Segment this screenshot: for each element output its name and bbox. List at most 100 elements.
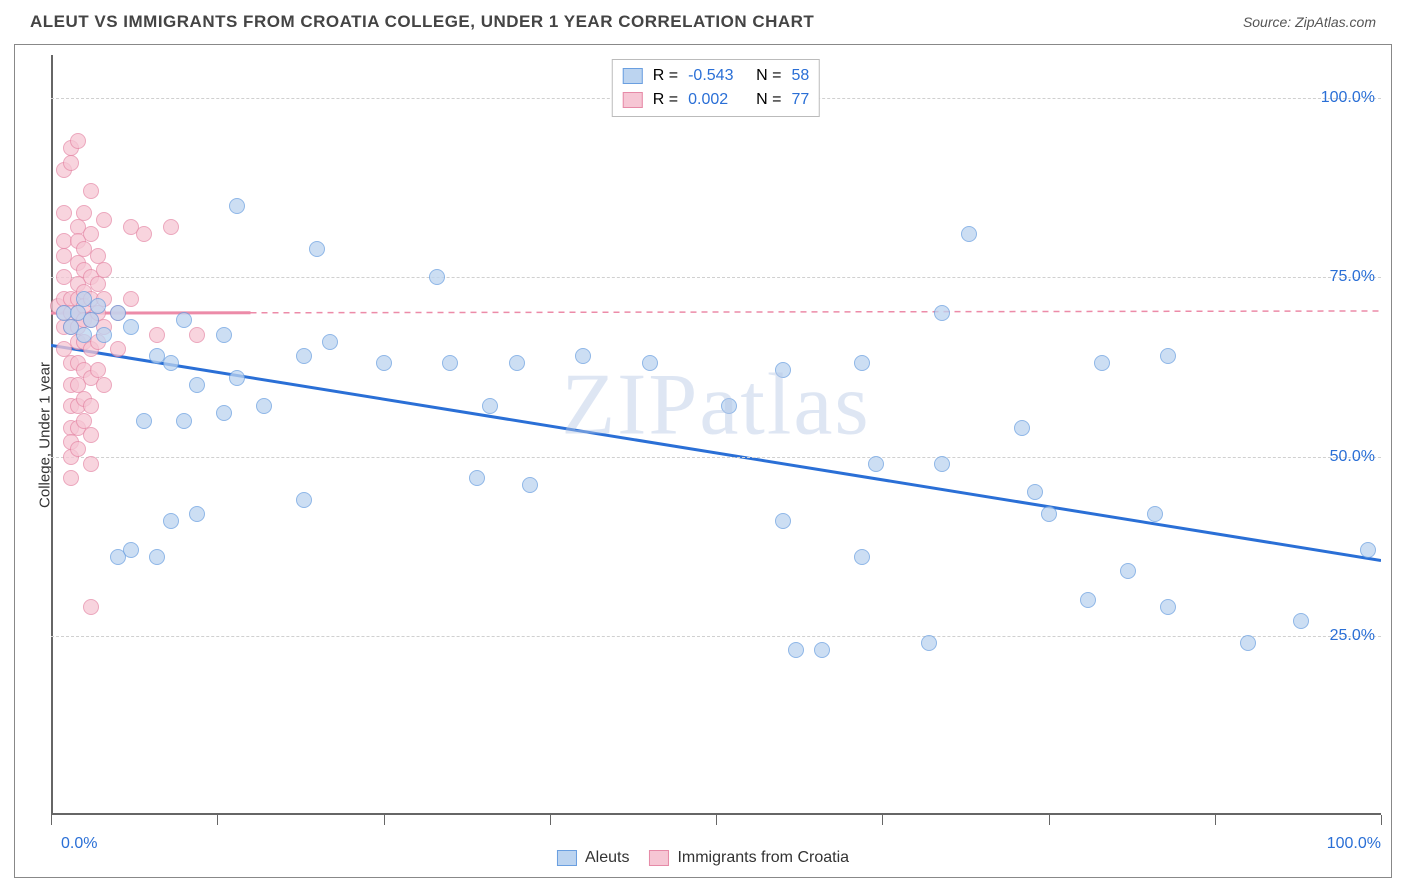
legend-item: Immigrants from Croatia bbox=[649, 849, 849, 867]
scatter-point bbox=[1160, 348, 1176, 364]
scatter-point bbox=[123, 542, 139, 558]
scatter-point bbox=[83, 456, 99, 472]
scatter-point bbox=[83, 226, 99, 242]
scatter-point bbox=[1360, 542, 1376, 558]
y-tick-label: 25.0% bbox=[1330, 627, 1375, 645]
scatter-point bbox=[189, 377, 205, 393]
legend-swatch bbox=[623, 92, 643, 108]
correlation-legend: R =-0.543N =58R =0.002N =77 bbox=[612, 59, 820, 117]
scatter-point bbox=[1080, 592, 1096, 608]
legend-label: Aleuts bbox=[585, 849, 629, 867]
x-tick bbox=[384, 815, 385, 825]
scatter-point bbox=[814, 642, 830, 658]
scatter-point bbox=[229, 198, 245, 214]
scatter-point bbox=[1041, 506, 1057, 522]
scatter-point bbox=[575, 348, 591, 364]
scatter-point bbox=[163, 513, 179, 529]
scatter-point bbox=[296, 492, 312, 508]
y-axis-line bbox=[51, 55, 53, 815]
scatter-point bbox=[322, 334, 338, 350]
y-tick-label: 50.0% bbox=[1330, 448, 1375, 466]
scatter-point bbox=[176, 312, 192, 328]
scatter-point bbox=[934, 456, 950, 472]
scatter-point bbox=[934, 305, 950, 321]
scatter-point bbox=[136, 413, 152, 429]
scatter-point bbox=[296, 348, 312, 364]
scatter-point bbox=[482, 398, 498, 414]
scatter-point bbox=[90, 298, 106, 314]
scatter-point bbox=[76, 327, 92, 343]
r-label: R = bbox=[653, 64, 678, 88]
scatter-point bbox=[83, 427, 99, 443]
scatter-point bbox=[83, 312, 99, 328]
scatter-point bbox=[229, 370, 245, 386]
legend-row: R =0.002N =77 bbox=[623, 88, 809, 112]
scatter-point bbox=[522, 477, 538, 493]
x-tick bbox=[716, 815, 717, 825]
r-value: 0.002 bbox=[688, 88, 746, 112]
scatter-point bbox=[309, 241, 325, 257]
scatter-point bbox=[642, 355, 658, 371]
scatter-point bbox=[1027, 484, 1043, 500]
n-value: 58 bbox=[791, 64, 809, 88]
scatter-point bbox=[216, 327, 232, 343]
scatter-point bbox=[1147, 506, 1163, 522]
x-tick bbox=[217, 815, 218, 825]
x-tick bbox=[882, 815, 883, 825]
scatter-point bbox=[96, 262, 112, 278]
watermark: ZIPatlas bbox=[561, 354, 870, 455]
scatter-point bbox=[83, 599, 99, 615]
chart-title: ALEUT VS IMMIGRANTS FROM CROATIA COLLEGE… bbox=[30, 12, 814, 32]
scatter-point bbox=[70, 441, 86, 457]
scatter-point bbox=[721, 398, 737, 414]
x-tick bbox=[51, 815, 52, 825]
scatter-point bbox=[123, 291, 139, 307]
scatter-point bbox=[1120, 563, 1136, 579]
scatter-point bbox=[961, 226, 977, 242]
series-legend: Aleuts Immigrants from Croatia bbox=[557, 849, 849, 867]
scatter-point bbox=[509, 355, 525, 371]
scatter-point bbox=[163, 219, 179, 235]
n-value: 77 bbox=[791, 88, 809, 112]
scatter-point bbox=[96, 212, 112, 228]
x-tick bbox=[1049, 815, 1050, 825]
gridline bbox=[51, 636, 1381, 637]
scatter-point bbox=[70, 133, 86, 149]
scatter-point bbox=[63, 470, 79, 486]
y-tick-label: 75.0% bbox=[1330, 268, 1375, 286]
scatter-point bbox=[854, 549, 870, 565]
source-attribution: Source: ZipAtlas.com bbox=[1243, 14, 1376, 30]
x-tick bbox=[1215, 815, 1216, 825]
scatter-point bbox=[256, 398, 272, 414]
x-tick bbox=[1381, 815, 1382, 825]
scatter-point bbox=[921, 635, 937, 651]
scatter-point bbox=[96, 377, 112, 393]
scatter-point bbox=[775, 513, 791, 529]
scatter-point bbox=[788, 642, 804, 658]
gridline bbox=[51, 457, 1381, 458]
scatter-point bbox=[83, 183, 99, 199]
y-tick-label: 100.0% bbox=[1321, 89, 1375, 107]
scatter-point bbox=[469, 470, 485, 486]
chart-container: College, Under 1 year ZIPatlas R =-0.543… bbox=[14, 44, 1392, 878]
scatter-point bbox=[1094, 355, 1110, 371]
scatter-point bbox=[429, 269, 445, 285]
x-axis-max-label: 100.0% bbox=[1327, 835, 1381, 853]
legend-swatch bbox=[623, 68, 643, 84]
scatter-point bbox=[96, 327, 112, 343]
scatter-point bbox=[149, 549, 165, 565]
scatter-point bbox=[56, 205, 72, 221]
scatter-point bbox=[176, 413, 192, 429]
scatter-point bbox=[868, 456, 884, 472]
n-label: N = bbox=[756, 88, 781, 112]
scatter-point bbox=[136, 226, 152, 242]
legend-swatch bbox=[557, 850, 577, 866]
scatter-point bbox=[376, 355, 392, 371]
scatter-point bbox=[123, 319, 139, 335]
scatter-point bbox=[83, 398, 99, 414]
scatter-point bbox=[216, 405, 232, 421]
scatter-point bbox=[1240, 635, 1256, 651]
scatter-point bbox=[775, 362, 791, 378]
legend-item: Aleuts bbox=[557, 849, 629, 867]
trend-lines-layer bbox=[51, 55, 1381, 815]
